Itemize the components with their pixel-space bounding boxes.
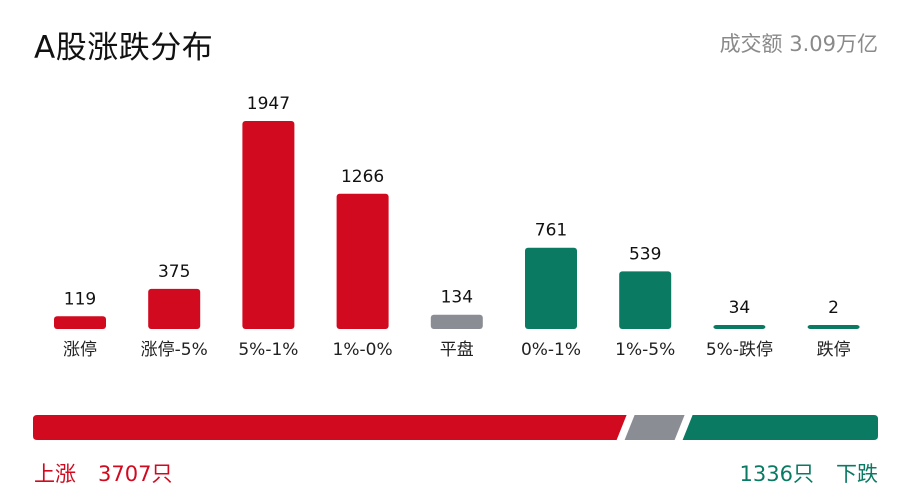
data-label: 34 xyxy=(729,298,751,318)
bar xyxy=(242,121,295,329)
category-label: 1%-5% xyxy=(615,340,675,360)
up-label: 上涨 xyxy=(34,462,76,486)
data-label: 761 xyxy=(535,221,567,241)
page-title: A股涨跌分布 xyxy=(34,30,214,66)
category-label: 涨停 xyxy=(63,340,97,360)
category-label: 涨停-5% xyxy=(141,340,208,360)
data-label: 1266 xyxy=(341,167,384,187)
up-summary: 上涨 3707只 xyxy=(34,458,172,488)
data-label: 1947 xyxy=(247,94,290,114)
category-label: 5%-跌停 xyxy=(706,340,773,360)
category-label: 5%-1% xyxy=(238,340,298,360)
bar xyxy=(336,193,389,329)
ratio-down-segment xyxy=(682,415,878,440)
ratio-flat-segment xyxy=(624,415,685,440)
ratio-up-segment xyxy=(33,415,627,440)
bar xyxy=(619,271,672,329)
data-label: 539 xyxy=(629,244,661,264)
data-label: 375 xyxy=(158,262,190,282)
turnover-label: 成交额 3.09万亿 xyxy=(719,32,878,56)
bar xyxy=(525,247,577,329)
up-count: 3707只 xyxy=(98,462,173,486)
category-label: 平盘 xyxy=(440,340,474,360)
category-label: 1%-0% xyxy=(333,340,393,360)
category-label: 0%-1% xyxy=(521,340,581,360)
down-count: 1336只 xyxy=(739,462,814,486)
data-label: 119 xyxy=(64,289,96,309)
bar xyxy=(807,325,860,329)
bar xyxy=(430,314,483,329)
bar xyxy=(713,325,766,329)
data-label: 134 xyxy=(441,288,473,308)
bar xyxy=(148,288,201,329)
category-label: 跌停 xyxy=(817,340,851,360)
data-label: 2 xyxy=(828,298,839,318)
bar xyxy=(54,316,106,329)
down-label: 下跌 xyxy=(836,462,878,486)
down-summary: 1336只 下跌 xyxy=(740,458,878,488)
